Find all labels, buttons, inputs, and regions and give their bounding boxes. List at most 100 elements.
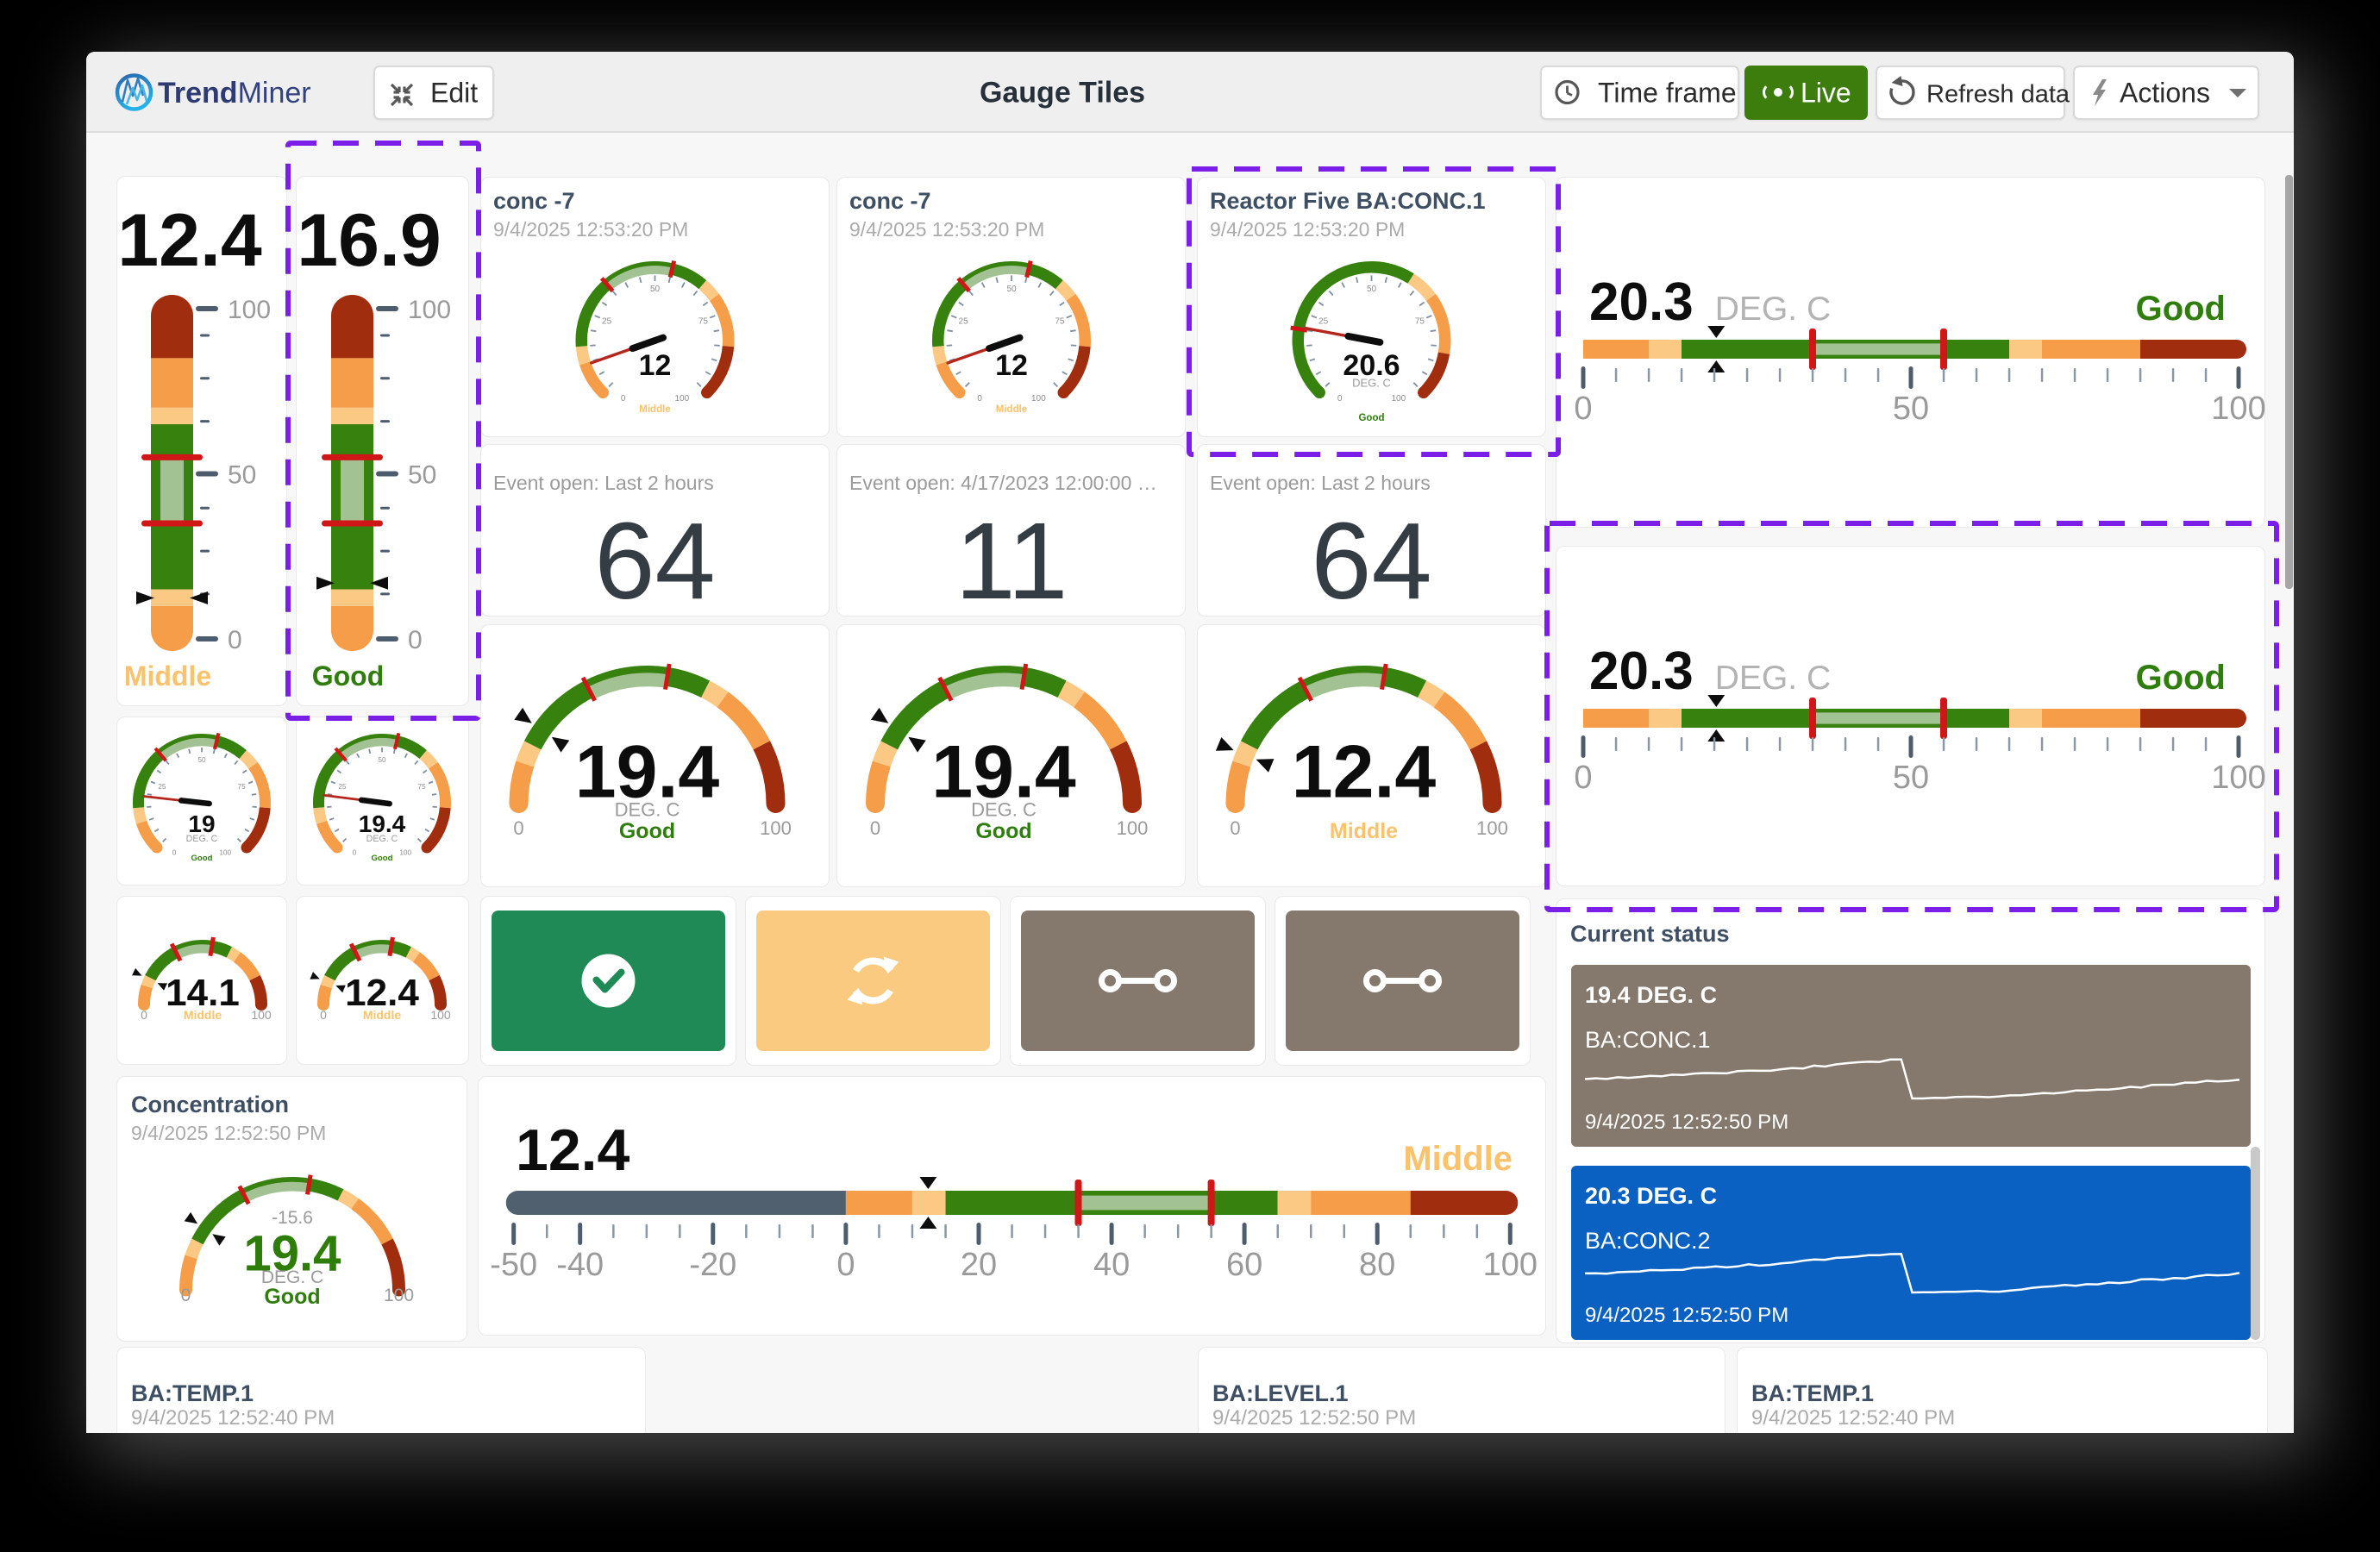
- svg-text:DEG. C: DEG. C: [1352, 377, 1391, 390]
- svg-text:9/4/2025 12:52:40 PM: 9/4/2025 12:52:40 PM: [1751, 1406, 1955, 1430]
- svg-text:12.4: 12.4: [516, 1117, 630, 1183]
- svg-text:100: 100: [1483, 1247, 1538, 1283]
- svg-text:25: 25: [338, 783, 347, 791]
- svg-text:50: 50: [1893, 391, 1929, 427]
- svg-text:0: 0: [1574, 760, 1592, 796]
- svg-text:64: 64: [1311, 500, 1431, 622]
- svg-text:Good: Good: [1358, 413, 1384, 423]
- svg-text:12: 12: [995, 349, 1028, 382]
- svg-text:conc -7: conc -7: [849, 188, 931, 214]
- svg-text:DEG. C: DEG. C: [1715, 291, 1832, 328]
- svg-text:50: 50: [228, 461, 256, 490]
- svg-text:0: 0: [353, 849, 357, 857]
- svg-text:Middle: Middle: [184, 1008, 222, 1022]
- svg-text:Good: Good: [371, 854, 392, 863]
- svg-text:9/4/2025 12:52:50 PM: 9/4/2025 12:52:50 PM: [1212, 1406, 1416, 1430]
- svg-text:0: 0: [870, 817, 880, 839]
- svg-text:Middle: Middle: [996, 404, 1027, 415]
- svg-text:Good: Good: [264, 1285, 320, 1309]
- svg-text:9/4/2025 12:53:20 PM: 9/4/2025 12:53:20 PM: [493, 218, 688, 241]
- svg-text:0: 0: [228, 626, 242, 654]
- svg-text:100: 100: [384, 1286, 414, 1305]
- svg-text:20: 20: [961, 1247, 997, 1283]
- svg-text:Middle: Middle: [1330, 819, 1398, 843]
- svg-text:75: 75: [238, 783, 247, 791]
- svg-text:100: 100: [1031, 394, 1046, 404]
- svg-text:DEG. C: DEG. C: [261, 1267, 323, 1287]
- svg-text:40: 40: [1093, 1247, 1130, 1283]
- svg-text:19.4 DEG. C: 19.4 DEG. C: [1585, 982, 1717, 1008]
- svg-text:0: 0: [1337, 394, 1343, 404]
- svg-text:BA:TEMP.1: BA:TEMP.1: [131, 1380, 254, 1406]
- svg-text:BA:CONC.2: BA:CONC.2: [1585, 1228, 1711, 1254]
- svg-text:19.4: 19.4: [359, 810, 406, 837]
- svg-text:12: 12: [639, 349, 672, 382]
- svg-text:Good: Good: [975, 819, 1031, 843]
- svg-text:75: 75: [418, 783, 427, 791]
- svg-text:19: 19: [188, 810, 215, 837]
- svg-text:20.6: 20.6: [1343, 349, 1400, 382]
- svg-text:0: 0: [141, 1008, 147, 1022]
- svg-text:100: 100: [430, 1008, 451, 1022]
- svg-text:100: 100: [408, 296, 451, 324]
- svg-text:-40: -40: [556, 1247, 604, 1283]
- svg-text:Edit: Edit: [430, 78, 478, 109]
- svg-text:DEG. C: DEG. C: [971, 799, 1037, 821]
- svg-text:9/4/2025 12:52:50 PM: 9/4/2025 12:52:50 PM: [1585, 1304, 1788, 1327]
- svg-text:Middle: Middle: [639, 404, 670, 415]
- svg-text:100: 100: [1117, 817, 1149, 839]
- svg-text:Good: Good: [2136, 659, 2226, 697]
- svg-text:BA:CONC.1: BA:CONC.1: [1585, 1027, 1711, 1053]
- svg-text:DEG. C: DEG. C: [366, 834, 398, 844]
- svg-text:50: 50: [1367, 285, 1377, 294]
- svg-text:75: 75: [1415, 316, 1425, 326]
- svg-text:50: 50: [378, 756, 386, 764]
- svg-text:100: 100: [399, 849, 411, 857]
- svg-text:16.9: 16.9: [297, 199, 441, 282]
- svg-text:64: 64: [594, 500, 715, 622]
- svg-text:0: 0: [320, 1008, 327, 1022]
- svg-text:25: 25: [1318, 316, 1329, 326]
- svg-text:DEG. C: DEG. C: [615, 799, 680, 821]
- svg-text:Good: Good: [619, 819, 675, 843]
- svg-text:12.4: 12.4: [117, 199, 262, 282]
- svg-text:0: 0: [977, 394, 982, 404]
- svg-text:11: 11: [955, 500, 1068, 622]
- svg-text:19.4: 19.4: [931, 731, 1076, 814]
- svg-text:9/4/2025 12:52:40 PM: 9/4/2025 12:52:40 PM: [131, 1406, 335, 1430]
- svg-text:100: 100: [1391, 394, 1406, 404]
- svg-text:100: 100: [251, 1008, 272, 1022]
- svg-text:100: 100: [1476, 817, 1508, 839]
- svg-text:0: 0: [513, 817, 523, 839]
- svg-text:9/4/2025 12:53:20 PM: 9/4/2025 12:53:20 PM: [1210, 218, 1405, 241]
- svg-text:Gauge Tiles: Gauge Tiles: [980, 77, 1145, 110]
- svg-text:100: 100: [219, 849, 231, 857]
- svg-text:0: 0: [181, 1286, 191, 1305]
- svg-text:9/4/2025 12:52:50 PM: 9/4/2025 12:52:50 PM: [131, 1122, 326, 1144]
- svg-text:50: 50: [408, 461, 436, 490]
- svg-text:0: 0: [836, 1247, 855, 1283]
- svg-text:Event open: Last 2 hours: Event open: Last 2 hours: [493, 472, 714, 494]
- svg-text:60: 60: [1226, 1247, 1262, 1283]
- svg-text:Good: Good: [191, 854, 212, 863]
- svg-text:-50: -50: [490, 1247, 537, 1283]
- svg-text:12.4: 12.4: [345, 972, 419, 1014]
- svg-text:100: 100: [674, 394, 689, 404]
- svg-text:9/4/2025 12:52:50 PM: 9/4/2025 12:52:50 PM: [1585, 1111, 1788, 1134]
- svg-text:20.3 DEG. C: 20.3 DEG. C: [1585, 1183, 1717, 1209]
- svg-text:75: 75: [698, 316, 709, 326]
- svg-text:Time frame: Time frame: [1598, 78, 1737, 109]
- svg-text:9/4/2025 12:53:20 PM: 9/4/2025 12:53:20 PM: [849, 218, 1044, 241]
- svg-text:100: 100: [760, 817, 792, 839]
- svg-text:BA:TEMP.1: BA:TEMP.1: [1751, 1380, 1874, 1406]
- svg-text:25: 25: [158, 783, 166, 791]
- svg-text:0: 0: [1574, 391, 1592, 427]
- svg-text:TrendMiner: TrendMiner: [158, 77, 311, 110]
- svg-text:DEG. C: DEG. C: [1715, 660, 1832, 697]
- svg-text:Middle: Middle: [124, 660, 211, 692]
- svg-text:Refresh data: Refresh data: [1926, 81, 2070, 109]
- svg-text:0: 0: [1230, 817, 1240, 839]
- svg-text:Actions: Actions: [2120, 78, 2210, 109]
- svg-text:100: 100: [2211, 391, 2265, 427]
- svg-text:Reactor Five BA:CONC.1: Reactor Five BA:CONC.1: [1210, 188, 1486, 214]
